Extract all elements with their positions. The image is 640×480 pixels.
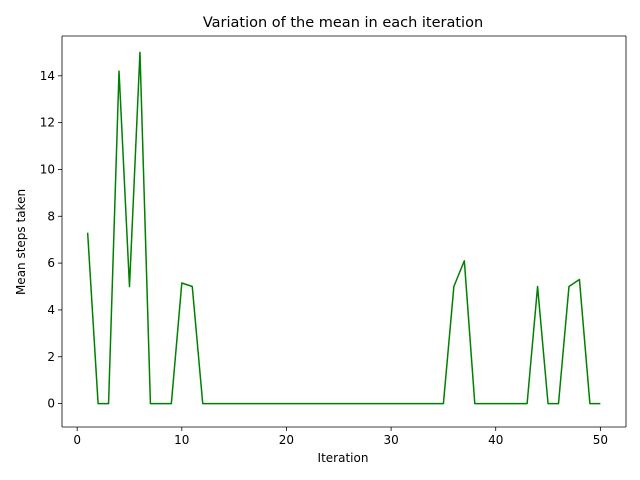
x-tick-label: 30: [383, 433, 398, 447]
y-tick-label: 10: [40, 162, 55, 176]
y-tick-label: 0: [47, 397, 55, 411]
x-tick-label: 0: [73, 433, 81, 447]
y-axis-label: Mean steps taken: [14, 189, 28, 295]
plot-area: 0 10 20 30 40 50 0 2 4 6 8 10 12 14: [40, 35, 627, 447]
series-line-mean: [86, 51, 601, 405]
y-tick-label: 6: [47, 256, 55, 270]
x-tick-label: 40: [488, 433, 503, 447]
y-tick-label: 4: [47, 303, 55, 317]
y-tick-label: 14: [40, 69, 55, 83]
x-tick-label: 10: [174, 433, 189, 447]
chart-title: Variation of the mean in each iteration: [203, 15, 483, 31]
x-tick-label: 20: [279, 433, 294, 447]
x-tick-label: 50: [593, 433, 608, 447]
y-tick-label: 8: [47, 209, 55, 223]
y-tick-label: 12: [40, 116, 55, 130]
y-tick-label: 2: [47, 350, 55, 364]
x-axis-label: Iteration: [318, 451, 369, 465]
